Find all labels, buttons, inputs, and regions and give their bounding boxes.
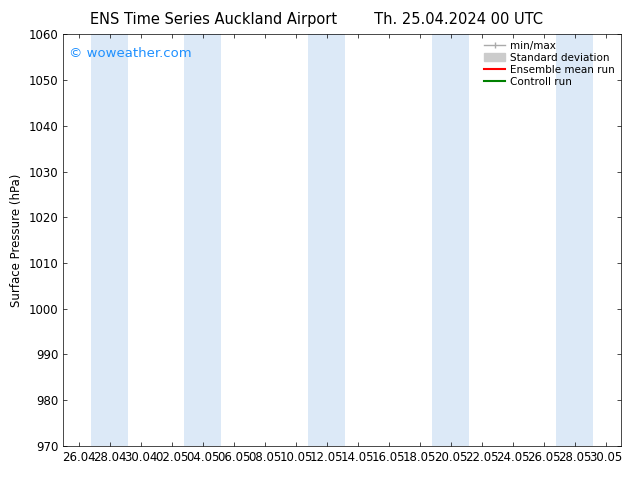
Bar [556, 34, 593, 446]
Bar [432, 34, 469, 446]
Y-axis label: Surface Pressure (hPa): Surface Pressure (hPa) [10, 173, 23, 307]
Text: ENS Time Series Auckland Airport        Th. 25.04.2024 00 UTC: ENS Time Series Auckland Airport Th. 25.… [91, 12, 543, 27]
Legend: min/max, Standard deviation, Ensemble mean run, Controll run: min/max, Standard deviation, Ensemble me… [481, 37, 618, 90]
Text: © woweather.com: © woweather.com [69, 47, 191, 60]
Bar [308, 34, 346, 446]
Bar [184, 34, 221, 446]
Bar [91, 34, 129, 446]
